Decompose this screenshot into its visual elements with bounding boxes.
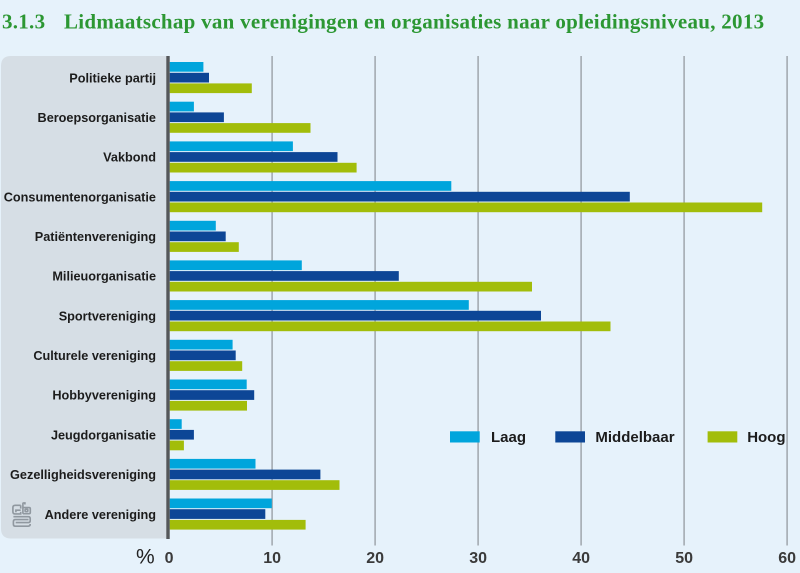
svg-text:Gezelligheidsvereniging: Gezelligheidsvereniging: [10, 468, 156, 482]
svg-text:Consumentenorganisatie: Consumentenorganisatie: [4, 190, 156, 204]
svg-text:Andere vereniging: Andere vereniging: [45, 508, 156, 522]
svg-text:40: 40: [572, 550, 590, 567]
svg-text:0: 0: [165, 550, 174, 567]
svg-text:Middelbaar: Middelbaar: [595, 429, 674, 446]
svg-text:Hobbyvereniging: Hobbyvereniging: [52, 389, 156, 403]
svg-text:Culturele vereniging: Culturele vereniging: [33, 349, 156, 363]
svg-text:30: 30: [469, 550, 487, 567]
svg-text:%: %: [136, 546, 155, 569]
svg-text:50: 50: [675, 550, 693, 567]
svg-text:Hoog: Hoog: [747, 429, 785, 446]
svg-text:Milieuorganisatie: Milieuorganisatie: [52, 270, 156, 284]
svg-text:Vakbond: Vakbond: [103, 151, 156, 165]
svg-text:10: 10: [263, 550, 281, 567]
svg-text:Politieke partij: Politieke partij: [69, 71, 156, 85]
svg-text:20: 20: [366, 550, 384, 567]
svg-text:3.1.3: 3.1.3: [2, 10, 45, 34]
svg-text:60: 60: [778, 550, 796, 567]
svg-text:Sportvereniging: Sportvereniging: [59, 309, 156, 323]
svg-text:Lidmaatschap van verenigingen: Lidmaatschap van verenigingen en organis…: [64, 10, 764, 34]
svg-text:Jeugdorganisatie: Jeugdorganisatie: [51, 428, 156, 442]
svg-text:Laag: Laag: [491, 429, 526, 446]
svg-text:Patiëntenvereniging: Patiëntenvereniging: [35, 230, 156, 244]
svg-text:Beroepsorganisatie: Beroepsorganisatie: [38, 111, 156, 125]
